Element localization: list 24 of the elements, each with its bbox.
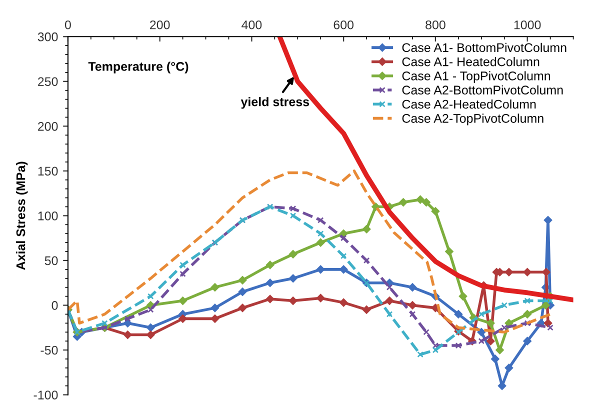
x-tick-label: 200: [150, 20, 170, 30]
y-tick-label: 300: [38, 32, 58, 42]
x-tick-label: 600: [334, 20, 354, 30]
x-tick-label: 800: [426, 20, 446, 30]
annotation: yield stress: [240, 97, 310, 109]
x-tick-label: 0: [64, 20, 71, 30]
y-axis-title: Axial Stress (MPa): [16, 162, 28, 270]
legend-label: Case A2-TopPivotColumn: [402, 114, 544, 126]
legend-label: Case A2-HeatedColumn: [402, 99, 536, 109]
y-tick-label: 150: [38, 166, 58, 176]
y-tick-label: 200: [38, 122, 58, 131]
y-tick-label: 50: [44, 256, 58, 266]
y-tick-label: -100: [34, 390, 58, 400]
y-tick-label: -50: [40, 346, 58, 355]
legend-label: Case A1 - TopPivotColumn: [402, 71, 550, 83]
y-tick-label: 100: [38, 212, 58, 220]
x-tick-label: 1000: [514, 20, 541, 30]
x-tick-label: 400: [242, 20, 262, 30]
x-axis-title: Temperature (°C): [88, 62, 188, 74]
legend-label: Case A1- BottomPivotColumn: [402, 42, 566, 52]
legend-label: Case A2-BottomPivotColumn: [402, 85, 563, 95]
legend-label: Case A1- HeatedColumn: [402, 57, 540, 66]
y-tick-label: 250: [38, 77, 58, 86]
y-tick-label: 0: [52, 301, 58, 310]
